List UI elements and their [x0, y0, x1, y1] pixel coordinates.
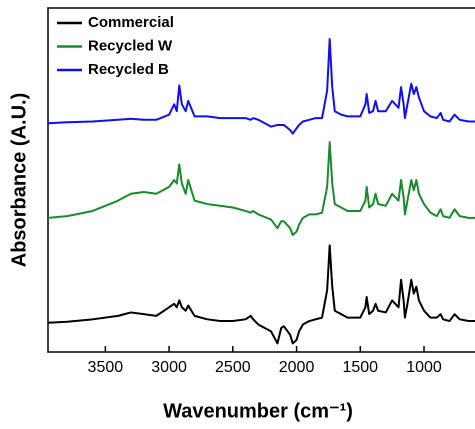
- plot-frame: [47, 7, 475, 353]
- spectrum-line: [47, 141, 475, 237]
- x-tick-label: 3500: [88, 359, 124, 376]
- x-tick-label: 2500: [215, 359, 251, 376]
- spectrum-line: [47, 37, 475, 135]
- x-axis-label: Wavenumber (cm⁻¹): [163, 400, 353, 422]
- x-tick-label: 3000: [151, 359, 187, 376]
- x-tick-label: 1000: [406, 359, 442, 376]
- x-tick-label: 2000: [279, 359, 315, 376]
- legend-label: Recycled B: [88, 61, 169, 78]
- legend-label: Commercial: [88, 14, 174, 31]
- x-tick-label: 1500: [342, 359, 378, 376]
- spectrum-line: [47, 244, 475, 345]
- y-axis-label: Absorbance (A.U.): [8, 93, 30, 267]
- legend-label: Recycled W: [88, 37, 173, 54]
